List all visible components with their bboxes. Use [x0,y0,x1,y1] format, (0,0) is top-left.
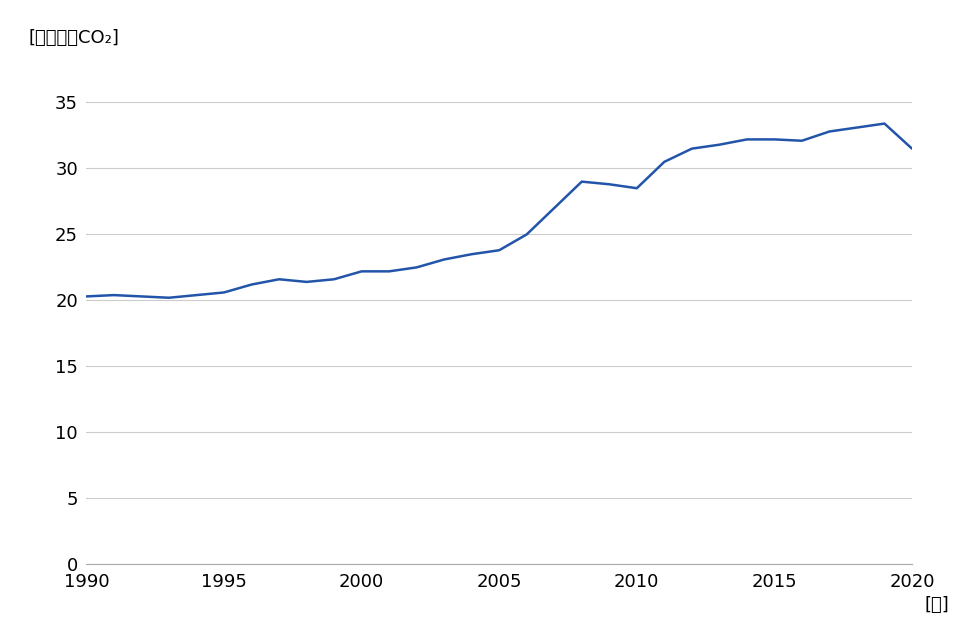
Text: [年]: [年] [924,596,949,614]
Text: [ギガトンCO₂]: [ギガトンCO₂] [29,29,119,47]
